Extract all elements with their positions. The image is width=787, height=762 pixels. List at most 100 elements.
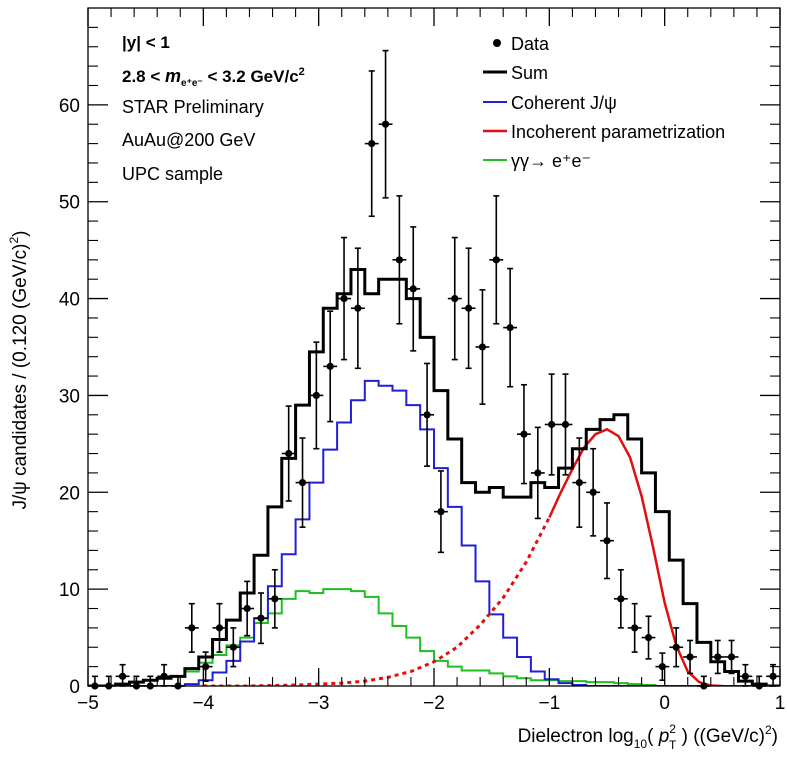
data-point [88,675,102,690]
data-point-marker [229,643,237,651]
x-tick-label: 1 [775,693,786,714]
x-tick-label: −3 [308,693,330,714]
data-point-marker [160,672,168,680]
data-point-marker [423,411,431,419]
legend-sum-label: Sum [511,63,548,83]
data-point-marker [451,294,459,303]
data-point-marker [769,672,777,680]
x-tick-label: −4 [192,693,214,714]
data-point [171,675,185,690]
series-incoherent-curve-dashed [203,516,551,686]
data-point [489,195,504,325]
annotation-sample: UPC sample [122,164,223,184]
data-point-marker [686,653,694,661]
legend: Data Sum Coherent J/ψ Incoherent paramet… [483,34,725,171]
data-point [406,226,421,352]
mass-var-sub: e⁺e⁻ [181,78,203,89]
data-point-marker [575,479,583,487]
data-point [295,437,310,528]
data-point [212,602,227,653]
y-tick-label: 40 [59,290,80,311]
data-point-marker [478,343,487,351]
data-point [530,426,545,520]
y-tick-label: 0 [69,677,80,698]
legend-coherent-label: Coherent J/ψ [511,93,617,113]
data-point [517,383,531,485]
data-point [350,247,365,370]
y-title-end: ) [10,231,31,237]
data-point-marker [312,391,320,400]
data-point-marker [548,420,556,429]
data-point [669,627,684,668]
data-point [392,195,407,325]
data-point [240,580,255,637]
data-point-marker [409,285,417,293]
data-point [254,592,268,645]
data-point [281,405,296,502]
data-point-marker [188,624,196,632]
data-point-marker [215,624,224,632]
y-tick-label: 60 [59,96,80,117]
x-tick-label: −2 [423,693,445,714]
data-point-marker [672,643,680,651]
x-tick-label: −1 [538,693,560,714]
data-point [572,437,587,528]
data-point-marker [631,624,639,632]
data-point-marker [506,324,514,332]
series-incoherent-curve [548,427,723,686]
data-point [447,236,462,361]
y-title-main: J/ψ candidates / (0.120 (GeV/c) [10,244,31,510]
data-point-marker [243,604,251,613]
x-title-var-sup: 2 [669,722,676,736]
y-tick-label: 20 [59,483,80,504]
data-point-marker [119,672,127,680]
data-point [738,663,753,687]
series-sum-histogram [88,268,780,686]
data-point-marker [298,479,307,487]
data-point [337,236,351,361]
mass-sup: 2 [299,66,305,78]
data-point-marker [271,595,279,603]
data-point [724,639,739,675]
data-point-marker [340,294,348,303]
data-point-marker [257,614,265,622]
data-point [766,663,780,687]
data-point [558,373,573,476]
data-point-marker [534,469,542,477]
x-title-open: ( [647,726,659,747]
data-point [378,49,393,199]
y-tick-label: 30 [59,386,80,407]
legend-data-marker [493,39,501,47]
y-tick-label: 10 [59,580,80,601]
data-point [683,639,697,675]
data-point [503,267,518,388]
data-point [323,310,338,423]
data-point [364,70,379,218]
data-point [600,502,614,580]
data-point-marker [326,362,334,370]
x-title-unit-sup: 2 [765,723,772,737]
x-title-var: p [658,726,670,747]
data-point [101,675,116,690]
annotation-mass-window: 2.8 < me⁺e⁻ < 3.2 GeV/c2 [122,66,305,89]
data-point-marker [354,304,362,312]
data-point [157,663,172,687]
x-title-end: ) [772,726,778,747]
data-point-marker [368,140,376,148]
data-point [461,247,476,370]
data-point [267,568,282,629]
data-point-marker [520,430,528,438]
mass-pre: 2.8 < [122,67,165,86]
data-point-marker [437,508,445,516]
x-title-main: Dielectron log [518,726,634,747]
x-tick-label: 0 [659,693,670,714]
data-point [655,652,670,681]
data-point-marker [603,537,611,545]
legend-data-label: Data [511,34,550,54]
data-point [184,602,199,653]
annotation-system: AuAu@200 GeV [122,130,255,150]
data-point-marker [741,672,750,680]
annotation-experiment: STAR Preliminary [122,97,264,117]
mass-var: m [165,66,181,86]
data-point [434,470,448,554]
